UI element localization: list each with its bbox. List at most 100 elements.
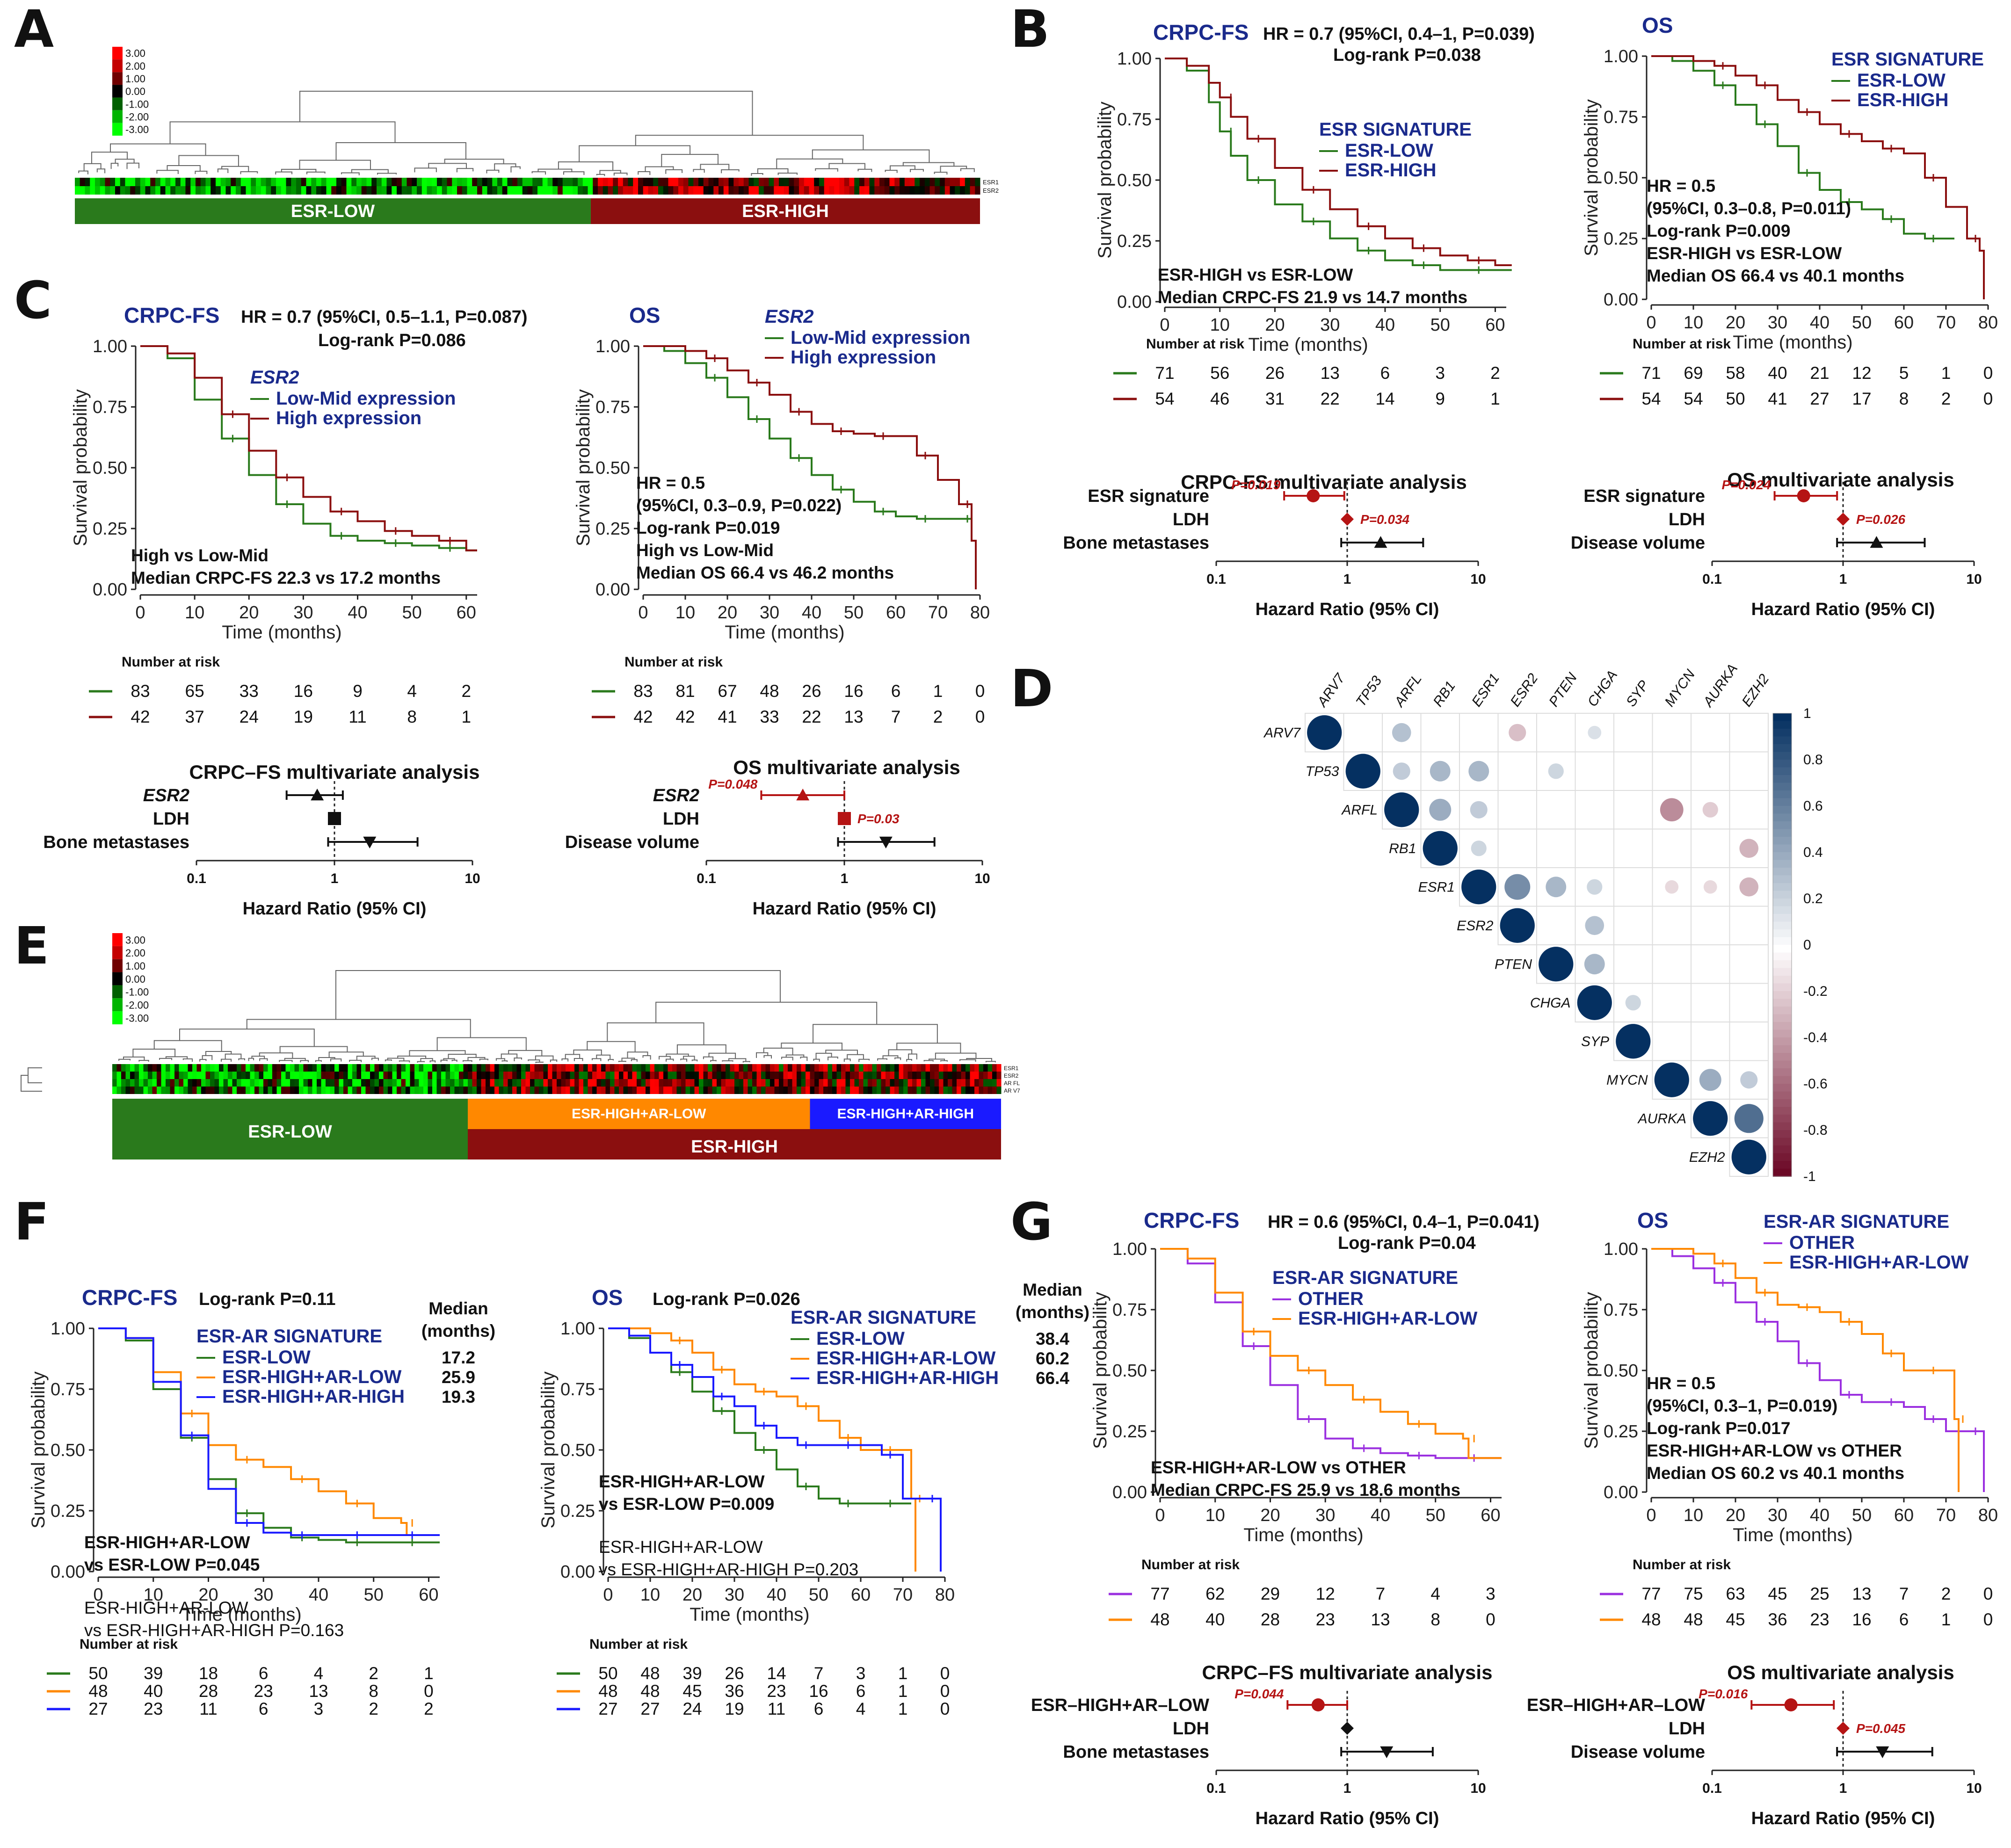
forest-tick-label: 0.1 bbox=[697, 871, 716, 886]
heat-cell bbox=[365, 1064, 370, 1072]
heat-cell bbox=[251, 186, 256, 195]
forest-tick-label: 1 bbox=[1839, 1781, 1847, 1796]
forest-tick-label: 10 bbox=[1470, 572, 1486, 587]
heat-cell bbox=[463, 1072, 468, 1079]
dendrogram-branch bbox=[167, 165, 201, 172]
risk-count: 14 bbox=[767, 1664, 786, 1683]
km-legend-label: ESR-HIGH+AR-HIGH bbox=[222, 1386, 405, 1407]
corr-dot bbox=[1468, 761, 1489, 782]
heat-cell bbox=[205, 1079, 211, 1087]
dendrogram-branch bbox=[885, 170, 898, 173]
y-tick-label: 0.75 bbox=[1112, 1300, 1147, 1320]
corr-scale-band bbox=[1773, 1168, 1792, 1177]
risk-count: 45 bbox=[682, 1681, 702, 1701]
risk-count: 13 bbox=[1852, 1584, 1871, 1603]
heat-cell bbox=[299, 1087, 304, 1094]
dendrogram-branch bbox=[138, 1060, 149, 1062]
heat-cell bbox=[512, 1087, 517, 1094]
heat-cell bbox=[397, 186, 402, 195]
corr-grid-cell bbox=[1459, 713, 1499, 753]
risk-count: 37 bbox=[185, 707, 204, 726]
corr-scale-label: 0.8 bbox=[1803, 752, 1823, 768]
heat-cell bbox=[462, 178, 467, 186]
heat-cell bbox=[650, 1064, 655, 1072]
heat-cell bbox=[160, 186, 166, 195]
heat-cell bbox=[632, 1087, 637, 1094]
dendrogram-branch bbox=[397, 1055, 427, 1059]
dendrogram-branch bbox=[409, 1050, 466, 1056]
forest-point bbox=[879, 836, 893, 848]
heat-cell bbox=[148, 1079, 152, 1087]
heat-cell bbox=[370, 1087, 375, 1094]
km-plot-c2: 1.000.750.500.250.000 10 20 30 40 50 60 70 80Tim… bbox=[573, 303, 990, 726]
x-tick-label: 10 bbox=[1684, 1506, 1703, 1525]
corr-row-label: EZH2 bbox=[1689, 1150, 1725, 1165]
corr-scale-band bbox=[1773, 875, 1792, 884]
dendrogram-branch bbox=[966, 1058, 992, 1062]
risk-count: 13 bbox=[1321, 363, 1340, 383]
corr-dot bbox=[1584, 954, 1605, 975]
risk-count: 0 bbox=[940, 1681, 950, 1701]
corr-scale-band bbox=[1773, 852, 1792, 861]
heat-cell bbox=[152, 1079, 157, 1087]
dendrogram-branch bbox=[815, 1052, 832, 1059]
risk-count: 2 bbox=[369, 1699, 378, 1718]
heat-cell bbox=[352, 1064, 357, 1072]
heat-cell bbox=[920, 178, 925, 186]
dendrogram-branch bbox=[126, 162, 139, 169]
heat-cell bbox=[414, 1064, 419, 1072]
risk-count: 4 bbox=[314, 1664, 324, 1683]
dendrogram-branch bbox=[908, 1053, 917, 1060]
corr-dot bbox=[1588, 725, 1602, 739]
risk-count: 54 bbox=[1155, 389, 1174, 408]
heat-cell bbox=[467, 186, 472, 195]
heat-cell bbox=[116, 1087, 122, 1094]
heat-cell bbox=[445, 1079, 450, 1087]
km-curve-esr-low bbox=[1165, 58, 1512, 271]
heat-cell bbox=[877, 1079, 881, 1087]
heat-cell bbox=[351, 178, 357, 186]
corr-col-label: AURKA bbox=[1700, 661, 1741, 710]
km-stat-line: ESR-HIGH+AR-LOW vs OTHER bbox=[1647, 1441, 1902, 1460]
heat-cell bbox=[583, 1079, 588, 1087]
heat-cell bbox=[348, 1072, 353, 1079]
risk-count: 1 bbox=[1490, 389, 1500, 408]
heat-cell bbox=[765, 1064, 770, 1072]
risk-count: 3 bbox=[856, 1664, 866, 1683]
heat-cell bbox=[783, 1087, 788, 1094]
risk-count: 2 bbox=[1941, 1584, 1951, 1603]
heat-cell bbox=[312, 1064, 317, 1072]
heat-cell bbox=[502, 178, 508, 186]
heat-cell bbox=[437, 186, 443, 195]
heat-cell bbox=[774, 1064, 779, 1072]
heat-cell bbox=[410, 1087, 415, 1094]
corr-scale-label: 0.6 bbox=[1803, 798, 1823, 814]
risk-count: 54 bbox=[1684, 389, 1703, 408]
risk-count: 13 bbox=[844, 707, 863, 726]
km-stat-line: Median CRPC-FS 22.3 vs 17.2 months bbox=[131, 568, 441, 587]
heat-cell bbox=[317, 1079, 321, 1087]
heat-cell bbox=[784, 186, 789, 195]
heat-cell bbox=[326, 1072, 330, 1079]
corr-scale-band bbox=[1773, 1138, 1792, 1146]
heat-cell bbox=[703, 1064, 708, 1072]
heat-cell bbox=[874, 186, 880, 195]
corr-row-label: PTEN bbox=[1495, 957, 1532, 972]
heat-cell bbox=[925, 1087, 930, 1094]
risk-count: 13 bbox=[309, 1681, 328, 1701]
heat-cell bbox=[739, 1064, 744, 1072]
heat-cell bbox=[303, 1087, 308, 1094]
km-curve-esr-high-ar-low bbox=[98, 1327, 440, 1536]
heat-cell bbox=[361, 1064, 366, 1072]
heat-cell bbox=[774, 1087, 779, 1094]
forest-row-label: LDH bbox=[1173, 510, 1209, 529]
heat-cell bbox=[819, 1079, 824, 1087]
heat-cell bbox=[401, 1079, 406, 1087]
heat-cell bbox=[365, 1087, 370, 1094]
dendrogram-branch bbox=[240, 171, 258, 174]
forest-xlabel: Hazard Ratio (95% CI) bbox=[753, 899, 937, 919]
heat-cell bbox=[850, 1079, 855, 1087]
heat-cell bbox=[890, 1079, 895, 1087]
heat-cell bbox=[150, 178, 156, 186]
corr-dot bbox=[1739, 839, 1759, 858]
